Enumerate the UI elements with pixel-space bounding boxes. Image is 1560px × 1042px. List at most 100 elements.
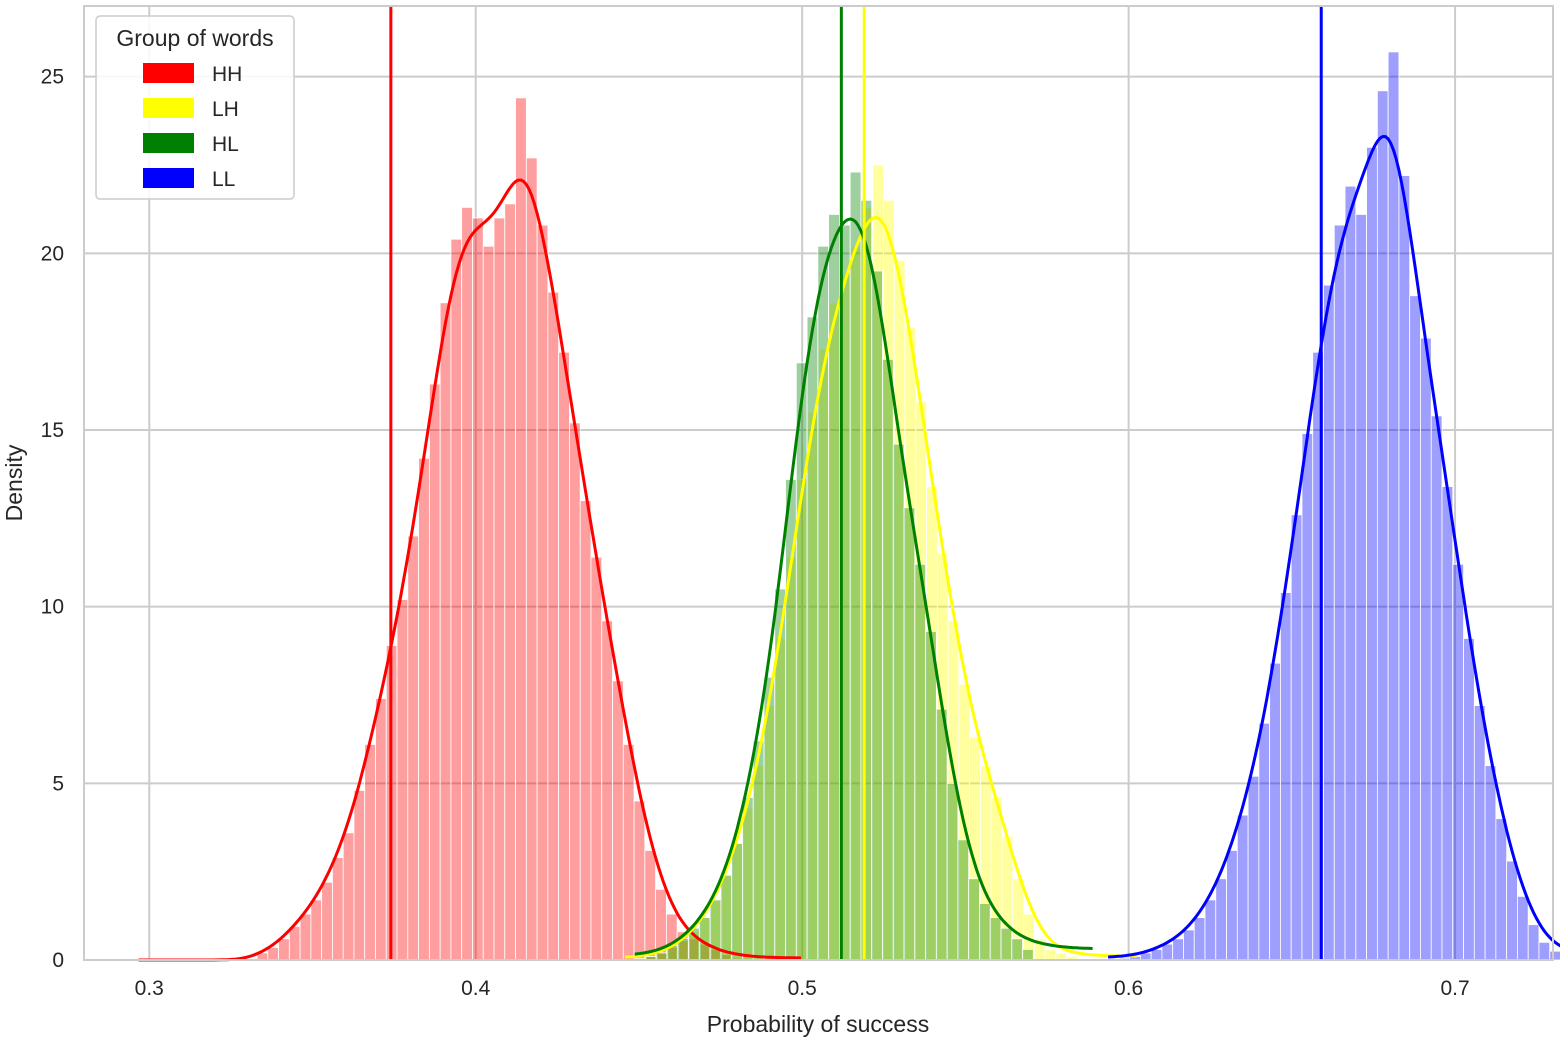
bars-lh [635,164,1078,961]
histogram-bar [655,952,668,961]
histogram-bar [1538,941,1551,961]
histogram-bar [1473,705,1486,961]
histogram-bar [871,270,883,961]
histogram-bar [925,631,937,961]
histogram-bar [742,797,754,961]
histogram-bar [1247,775,1260,961]
legend-label-hl: HL [212,133,239,156]
y-tick-label: 5 [52,772,64,795]
histogram-bars [256,51,1560,961]
histogram-bar [1269,662,1281,961]
kde-curve-ll [1107,134,1560,959]
histogram-bar [731,843,743,961]
histogram-bar [1506,860,1518,961]
histogram-bar [525,157,538,961]
histogram-bar [1420,337,1432,961]
bars-hl [645,171,1034,961]
histogram-bar [1183,929,1195,961]
histogram-bar [1409,295,1421,961]
histogram-bar [989,917,1002,961]
histogram-bar [536,224,549,961]
legend-swatch-lh [143,98,194,118]
histogram-bar [428,383,441,961]
histogram-bar [622,744,635,961]
histogram-bar [1150,949,1163,961]
histogram-bar [1290,514,1303,961]
histogram-bar [1323,284,1335,961]
histogram-bar [1517,896,1529,961]
histogram-bar [1055,952,1067,961]
y-tick-label: 20 [41,242,64,265]
histogram-bar [1258,722,1271,961]
y-tick-label: 10 [41,596,64,619]
median-lines [389,6,1323,960]
legend-swatch-ll [143,168,194,188]
legend-swatch-hl [143,133,194,153]
legend-title: Group of words [116,25,273,51]
histogram-bar [267,947,279,961]
histogram-bar [1172,938,1184,961]
histogram-bar [612,680,624,961]
histogram-bar [590,556,603,961]
histogram-bar [903,507,916,961]
histogram-bar [882,358,894,961]
histogram-bar [321,881,333,961]
histogram-bar [482,245,495,961]
histogram-bar [450,238,463,961]
histogram-bar [1000,927,1013,961]
histogram-bar [946,782,959,961]
histogram-bar [288,926,301,961]
histogram-bar [472,217,484,961]
legend-label-ll: LL [212,168,235,191]
x-tick-label: 0.6 [1114,977,1143,1000]
histogram-bar [515,97,527,961]
histogram-bar [979,903,991,961]
histogram-bar [418,457,430,961]
histogram-bar [332,857,344,961]
histogram-bar [407,535,420,961]
histogram-bar [860,199,873,961]
histogram-bar [1280,592,1292,961]
histogram-bar [1193,917,1206,961]
histogram-bar [1236,814,1249,961]
histogram-bar [342,832,355,961]
x-tick-label: 0.3 [135,977,164,1000]
histogram-bar [1495,818,1508,961]
histogram-bar [914,563,926,961]
histogram-bar [375,698,387,961]
histogram-bar [1430,415,1443,961]
histogram-bar [461,206,473,961]
x-tick-label: 0.5 [788,977,817,1000]
histogram-bar [720,874,733,961]
histogram-bar [601,620,613,961]
histogram-bar [396,599,409,961]
histogram-bar [1387,51,1400,961]
x-tick-labels: 0.3 0.4 0.5 0.6 0.7 [135,977,1470,1000]
y-tick-label: 15 [41,419,64,442]
histogram-bar [774,588,786,961]
histogram-bar [504,203,516,961]
histogram-bar [968,878,980,961]
histogram-bar [353,790,366,961]
histogram-bar [935,708,948,961]
histogram-bar [1549,950,1560,961]
x-tick-label: 0.4 [461,977,491,1000]
histogram-bar [785,479,797,961]
histogram-bar [633,800,646,961]
histogram-bar [892,443,905,961]
histogram-bar [795,362,808,961]
y-axis-label: Density [1,444,27,521]
histogram-bar [957,839,970,961]
legend-label-hh: HH [212,63,242,86]
histogram-bar [1022,949,1034,961]
histogram-bar [1463,638,1475,961]
legend-label-lh: LH [212,98,239,121]
bars-hh [256,97,743,961]
x-axis-label: Probability of success [707,1011,929,1037]
histogram-bar [558,351,570,961]
y-tick-label: 25 [41,66,64,89]
histogram-bar [1366,146,1378,961]
y-tick-label: 0 [52,949,64,972]
histogram-bar [1355,214,1368,961]
